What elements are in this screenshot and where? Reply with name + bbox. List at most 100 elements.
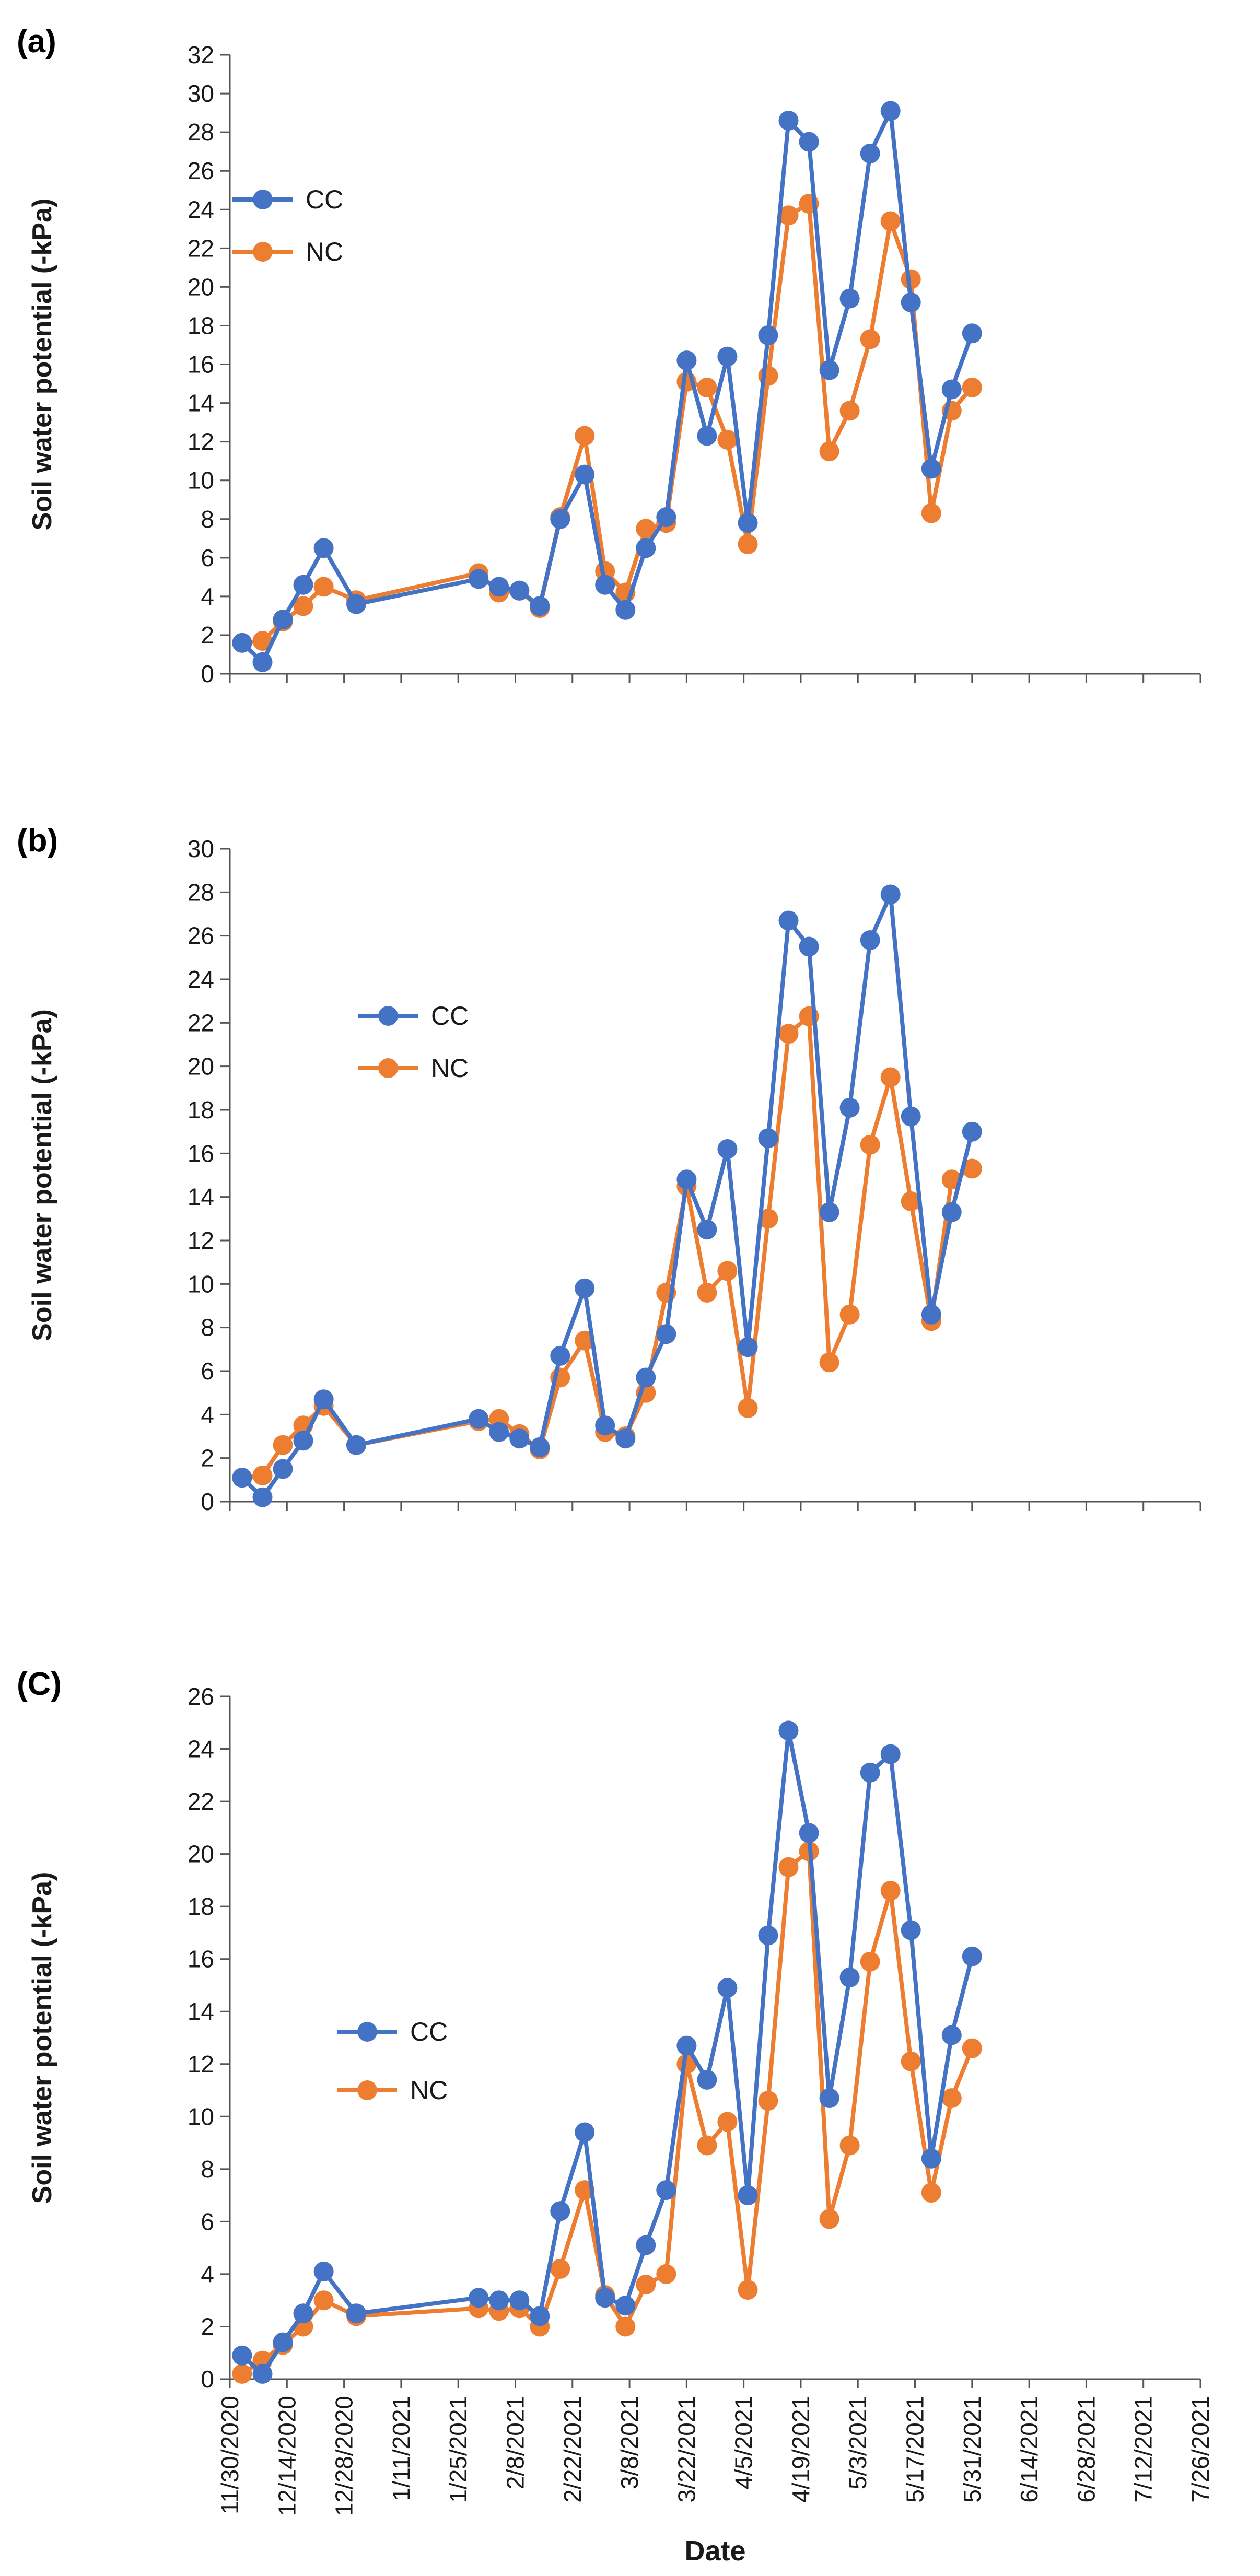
y-tick-label: 10 — [188, 1270, 214, 1297]
data-point-cc — [550, 2201, 570, 2221]
data-point-cc — [880, 101, 901, 121]
data-point-cc — [758, 1128, 778, 1149]
y-tick-label: 24 — [188, 966, 214, 993]
y-tick-label: 6 — [201, 544, 214, 571]
y-tick-label: 12 — [188, 2051, 214, 2078]
y-tick-label: 22 — [188, 235, 214, 262]
y-tick-label: 2 — [201, 622, 214, 649]
data-point-cc — [595, 575, 615, 595]
y-tick-label: 26 — [188, 922, 214, 950]
data-point-cc — [293, 2303, 313, 2324]
data-point-cc — [717, 346, 738, 367]
y-tick-label: 12 — [188, 1227, 214, 1254]
data-point-cc — [880, 884, 901, 905]
y-tick-label: 10 — [188, 467, 214, 494]
x-tick-label: 5/3/2021 — [844, 2396, 871, 2489]
data-point-cc — [901, 292, 921, 312]
legend-label-cc: CC — [306, 185, 343, 214]
data-point-cc — [232, 2345, 252, 2366]
y-axis-title: Soil water potential (-kPa) — [27, 1009, 57, 1341]
data-point-nc — [313, 2290, 334, 2311]
legend-marker-cc — [253, 190, 273, 209]
data-point-nc — [839, 2135, 860, 2156]
data-point-cc — [778, 910, 799, 931]
data-point-nc — [921, 2183, 941, 2203]
data-point-nc — [738, 534, 758, 554]
legend-marker-nc — [253, 242, 273, 262]
data-point-cc — [575, 1278, 595, 1298]
y-tick-label: 16 — [188, 351, 214, 378]
y-tick-label: 14 — [188, 1998, 214, 2025]
data-point-cc — [921, 459, 941, 479]
data-point-cc — [962, 323, 982, 344]
data-point-cc — [860, 143, 880, 163]
x-tick-label: 12/28/2020 — [331, 2396, 358, 2516]
x-tick-label: 12/14/2020 — [273, 2396, 300, 2516]
y-tick-label: 30 — [188, 80, 214, 107]
y-axis-title: Soil water potential (-kPa) — [27, 198, 57, 531]
data-point-cc — [676, 1169, 697, 1190]
data-point-cc — [921, 1304, 941, 1325]
data-point-nc — [901, 1191, 921, 1211]
x-tick-label: 3/8/2021 — [616, 2396, 643, 2489]
data-point-cc — [758, 325, 778, 345]
y-tick-label: 18 — [188, 312, 214, 339]
data-point-cc — [615, 1428, 636, 1449]
data-point-cc — [313, 1389, 334, 1410]
y-tick-label: 6 — [201, 2208, 214, 2235]
data-point-cc — [469, 1409, 489, 1429]
data-point-cc — [313, 538, 334, 558]
y-tick-label: 10 — [188, 2103, 214, 2130]
data-point-nc — [313, 577, 334, 597]
data-point-cc — [676, 350, 697, 371]
x-tick-label: 4/5/2021 — [730, 2396, 757, 2489]
data-point-cc — [941, 379, 962, 400]
data-point-nc — [839, 401, 860, 421]
x-tick-label: 1/11/2021 — [388, 2396, 415, 2501]
y-tick-label: 18 — [188, 1893, 214, 1920]
y-tick-label: 8 — [201, 506, 214, 533]
y-tick-label: 24 — [188, 196, 214, 223]
data-point-cc — [697, 426, 717, 446]
data-point-cc — [778, 110, 799, 131]
x-tick-label: 6/14/2021 — [1016, 2396, 1043, 2503]
y-tick-label: 6 — [201, 1357, 214, 1385]
y-tick-label: 4 — [201, 1401, 214, 1428]
y-tick-label: 30 — [188, 835, 214, 862]
data-point-nc — [550, 2258, 570, 2279]
data-point-cc — [880, 1744, 901, 1764]
data-point-cc — [717, 1139, 738, 1159]
y-tick-label: 20 — [188, 1841, 214, 1868]
data-point-cc — [901, 1106, 921, 1127]
data-point-cc — [636, 538, 656, 558]
x-tick-label: 6/28/2021 — [1072, 2396, 1100, 2503]
x-tick-label: 4/19/2021 — [787, 2396, 814, 2503]
data-point-nc — [252, 631, 273, 651]
data-point-cc — [346, 2303, 366, 2324]
y-tick-label: 28 — [188, 879, 214, 906]
data-point-cc — [469, 2288, 489, 2308]
x-axis-title: Date — [684, 2535, 745, 2567]
data-point-nc — [778, 205, 799, 226]
data-point-nc — [819, 2209, 839, 2229]
data-point-cc — [530, 1437, 550, 1457]
series-line-cc — [240, 1728, 974, 2376]
data-point-nc — [880, 1067, 901, 1087]
data-point-nc — [880, 211, 901, 231]
data-point-cc — [252, 652, 273, 672]
data-point-cc — [232, 633, 252, 653]
data-point-cc — [575, 464, 595, 485]
data-point-cc — [293, 575, 313, 595]
y-tick-label: 16 — [188, 1946, 214, 1973]
panel-label: (b) — [17, 823, 58, 859]
data-point-cc — [860, 1762, 880, 1783]
data-point-cc — [530, 2306, 550, 2326]
data-point-cc — [901, 1920, 921, 1940]
data-point-cc — [697, 1220, 717, 1240]
y-tick-label: 2 — [201, 1445, 214, 1472]
data-point-cc — [346, 594, 366, 614]
data-point-cc — [656, 1324, 676, 1344]
data-point-cc — [232, 1468, 252, 1488]
